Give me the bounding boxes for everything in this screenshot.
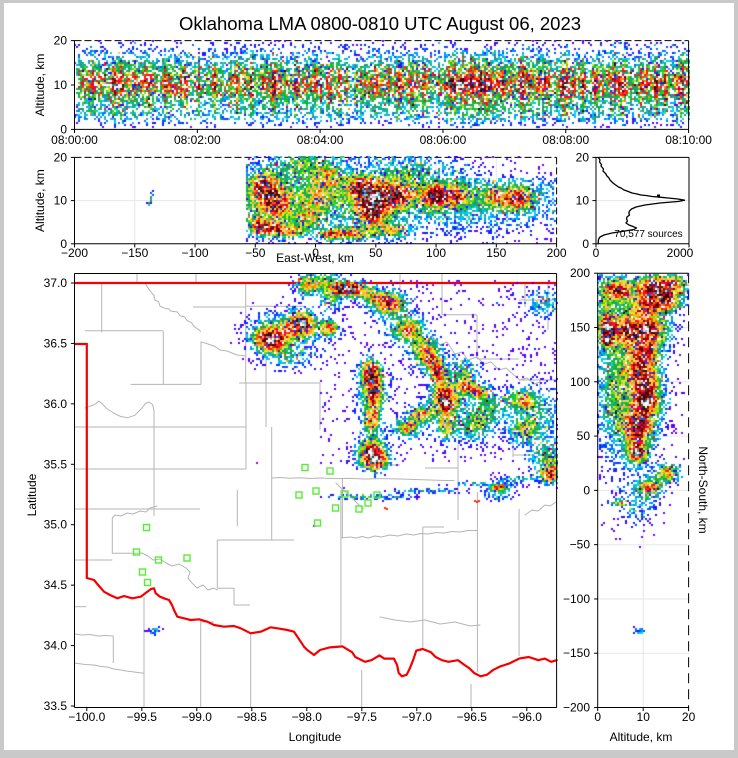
svg-text:20: 20 [54,34,68,48]
svg-text:Altitude, km: Altitude, km [33,169,47,232]
svg-text:−150: −150 [563,646,590,660]
svg-text:0: 0 [594,710,601,724]
svg-text:−200: −200 [61,246,88,260]
svg-text:10: 10 [637,710,651,724]
svg-text:−200: −200 [563,701,590,715]
svg-text:−98.5: −98.5 [237,710,268,724]
svg-text:34.0: 34.0 [44,639,68,653]
svg-text:−50: −50 [245,246,266,260]
svg-text:20: 20 [682,710,696,724]
svg-text:−99.5: −99.5 [127,710,158,724]
svg-text:50: 50 [577,429,591,443]
svg-text:37.0: 37.0 [44,276,68,290]
svg-text:150: 150 [570,320,590,334]
svg-text:20: 20 [54,150,68,164]
svg-text:0: 0 [312,246,319,260]
svg-text:10: 10 [576,194,590,208]
svg-text:East-West, km: East-West, km [276,251,354,265]
svg-text:36.5: 36.5 [44,336,68,350]
svg-text:35.0: 35.0 [44,518,68,532]
svg-text:0: 0 [593,246,600,260]
svg-text:−99.0: −99.0 [182,710,213,724]
svg-text:08:08:00: 08:08:00 [542,133,589,147]
svg-text:33.5: 33.5 [44,699,68,713]
svg-text:North-South, km: North-South, km [696,446,710,533]
svg-text:08:02:00: 08:02:00 [174,133,221,147]
svg-text:35.5: 35.5 [44,457,68,471]
svg-text:Latitude: Latitude [25,473,39,516]
svg-text:0: 0 [60,237,67,251]
svg-text:50: 50 [369,246,383,260]
svg-text:−100.0: −100.0 [68,710,105,724]
svg-text:Altitude, km: Altitude, km [33,54,47,117]
svg-text:20: 20 [576,150,590,164]
svg-text:0: 0 [583,483,590,497]
svg-text:−96.5: −96.5 [457,710,488,724]
svg-text:−50: −50 [570,538,591,552]
svg-text:2000: 2000 [667,246,694,260]
svg-text:70,577 sources: 70,577 sources [614,229,682,240]
svg-text:Altitude, km: Altitude, km [610,730,673,744]
svg-text:10: 10 [54,78,68,92]
svg-text:08:04:00: 08:04:00 [297,133,344,147]
svg-text:08:10:00: 08:10:00 [665,133,712,147]
svg-text:0: 0 [582,237,589,251]
svg-text:−100: −100 [182,246,209,260]
svg-text:−96.0: −96.0 [512,710,543,724]
svg-text:−98.0: −98.0 [292,710,323,724]
svg-text:0: 0 [60,122,67,136]
svg-text:−97.5: −97.5 [347,710,378,724]
svg-text:100: 100 [426,246,446,260]
svg-text:Longitude: Longitude [289,730,342,744]
svg-text:150: 150 [486,246,506,260]
svg-text:200: 200 [547,246,567,260]
svg-text:−150: −150 [121,246,148,260]
svg-text:Oklahoma LMA 0800-0810 UTC Aug: Oklahoma LMA 0800-0810 UTC August 06, 20… [179,13,581,34]
svg-text:100: 100 [570,375,590,389]
svg-text:34.5: 34.5 [44,578,68,592]
svg-text:36.0: 36.0 [44,397,68,411]
svg-text:200: 200 [570,266,590,280]
svg-text:10: 10 [54,194,68,208]
svg-text:08:00:00: 08:00:00 [51,133,98,147]
svg-text:08:06:00: 08:06:00 [420,133,467,147]
svg-text:−100: −100 [563,592,590,606]
svg-text:−97.0: −97.0 [402,710,433,724]
